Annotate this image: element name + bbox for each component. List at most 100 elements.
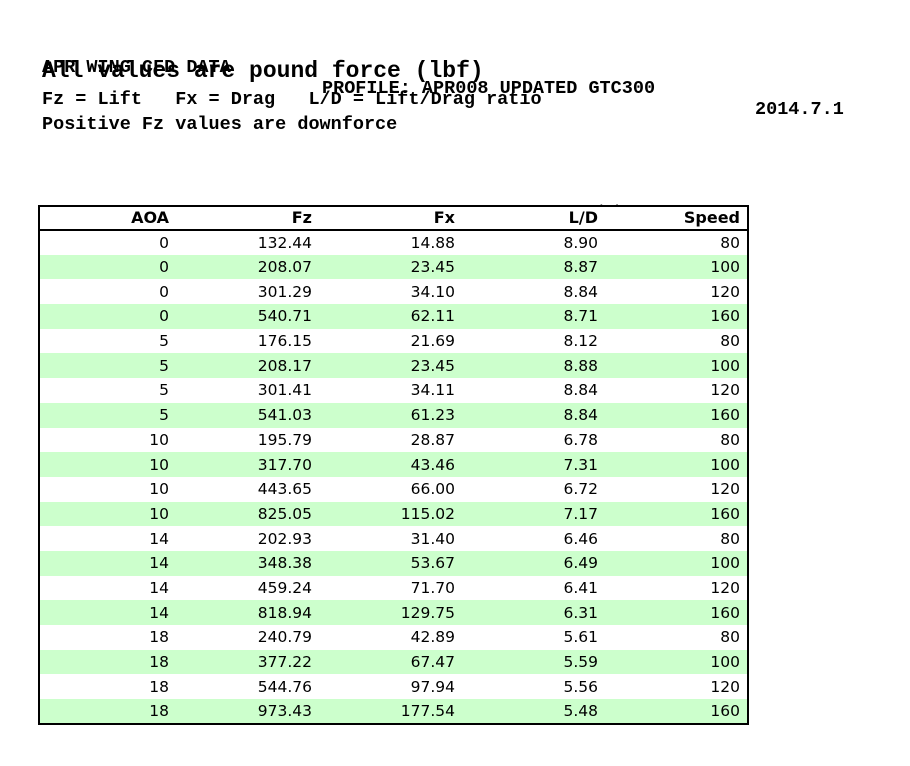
table-cell: 973.43 (257, 701, 312, 720)
table-cell: 80 (720, 529, 740, 548)
table-cell: 5 (159, 381, 169, 400)
table-row: 10 317.70 43.46 7.31 100 (39, 452, 748, 477)
table-cell: 67.47 (410, 653, 455, 672)
table-cell: 544.76 (257, 677, 312, 696)
table-row: 10 195.79 28.87 6.78 80 (39, 427, 748, 453)
table-row: 18 240.79 42.89 5.61 80 (39, 625, 748, 650)
table-row: 0 132.44 14.88 8.90 80 (39, 230, 748, 255)
table-cell: 120 (710, 480, 740, 499)
table-cell: 34.10 (410, 282, 455, 301)
doc-title-line: APR WING CFD DATA PROFILE: APR008 UPDATE… (42, 36, 868, 141)
table-cell: 14.88 (410, 233, 455, 252)
table-cell: 97.94 (410, 677, 455, 696)
table-row: 10 825.05 115.02 7.17 160 (39, 501, 748, 527)
table-cell: 825.05 (257, 504, 312, 523)
table-cell: 5.48 (563, 701, 598, 720)
table-cell: 0 (159, 307, 169, 326)
table-cell: 6.31 (563, 603, 598, 622)
table-cell: 100 (710, 356, 740, 375)
table-cell: 443.65 (257, 480, 312, 499)
doc-version-date: 2014.7.1 (755, 99, 844, 120)
table-cell: 10 (149, 430, 169, 449)
table-cell: 818.94 (257, 603, 312, 622)
table-cell: 18 (149, 653, 169, 672)
table-body: 0 132.44 14.88 8.90 80 0 208.07 23.45 8.87 100 0 30… (39, 230, 748, 724)
table-cell: 10 (149, 455, 169, 474)
table-cell: 5.56 (563, 677, 598, 696)
table-cell: 18 (149, 677, 169, 696)
table-cell: 21.69 (410, 332, 455, 351)
table-cell: 23.45 (410, 258, 455, 277)
table-cell: 14 (149, 578, 169, 597)
table-row: 10 443.65 66.00 6.72 120 (39, 476, 748, 502)
table-cell: 459.24 (257, 578, 312, 597)
table-cell: 14 (149, 554, 169, 573)
table-cell: 301.29 (257, 282, 312, 301)
table-cell: 202.93 (257, 529, 312, 548)
table-row: 14 202.93 31.40 6.46 80 (39, 526, 748, 551)
table-row: 5 176.15 21.69 8.12 80 (39, 328, 748, 354)
table-cell: 8.87 (563, 258, 598, 277)
table-row: 5 301.41 34.11 8.84 120 (39, 378, 748, 403)
table-row: 18 973.43 177.54 5.48 160 (39, 699, 748, 724)
table-cell: 100 (710, 653, 740, 672)
table-cell: 6.72 (563, 480, 598, 499)
table-row: 18 377.22 67.47 5.59 100 (39, 649, 748, 675)
table-cell: 71.70 (410, 578, 455, 597)
table-cell: 8.12 (563, 332, 598, 351)
table-cell: 208.07 (257, 258, 312, 277)
table-cell: 348.38 (257, 554, 312, 573)
table-row: 0 540.71 62.11 8.71 160 (39, 304, 748, 329)
cfd-data-table: AOA Fz Fx L/D Speed 0 132.44 14.88 8.90 80 0 2… (38, 205, 749, 725)
table-cell: 5 (159, 356, 169, 375)
table-cell: 0 (159, 233, 169, 252)
table-cell: 10 (149, 480, 169, 499)
table-row: 0 208.07 23.45 8.87 100 (39, 254, 748, 280)
table-cell: 195.79 (257, 430, 312, 449)
table-cell: 5 (159, 332, 169, 351)
table-cell: 5.61 (563, 628, 598, 647)
table-cell: 10 (149, 504, 169, 523)
column-header-speed: Speed (605, 206, 748, 231)
table-cell: 160 (710, 307, 740, 326)
doc-profile-name: PROFILE: APR008 UPDATED GTC300 (322, 78, 656, 99)
table-cell: 42.89 (410, 628, 455, 647)
table-cell: 8.84 (563, 282, 598, 301)
doc-legend: Fz = Lift Fx = Drag L/D = Lift/Drag rati… (42, 89, 542, 110)
table-header-row: AOA Fz Fx L/D Speed (39, 206, 748, 231)
table-cell: 120 (710, 677, 740, 696)
table-cell: 132.44 (257, 233, 312, 252)
table-cell: 7.17 (563, 504, 598, 523)
table-cell: 120 (710, 578, 740, 597)
column-header-fz: Fz (176, 206, 319, 231)
table-row: 14 459.24 71.70 6.41 120 (39, 575, 748, 601)
table-cell: 14 (149, 529, 169, 548)
table-row: 14 348.38 53.67 6.49 100 (39, 550, 748, 576)
table-cell: 100 (710, 554, 740, 573)
table-cell: 160 (710, 504, 740, 523)
column-header-ld: L/D (462, 206, 605, 231)
table-cell: 177.54 (400, 701, 455, 720)
table-cell: 43.46 (410, 455, 455, 474)
table-cell: 80 (720, 332, 740, 351)
doc-title: APR WING CFD DATA (42, 57, 231, 78)
table-cell: 240.79 (257, 628, 312, 647)
table-cell: 8.84 (563, 406, 598, 425)
table-cell: 317.70 (257, 455, 312, 474)
table-cell: 66.00 (410, 480, 455, 499)
table-cell: 301.41 (257, 381, 312, 400)
table-cell: 100 (710, 258, 740, 277)
table-cell: 80 (720, 430, 740, 449)
table-cell: 18 (149, 628, 169, 647)
table-cell: 208.17 (257, 356, 312, 375)
table-cell: 160 (710, 603, 740, 622)
table-cell: 5 (159, 406, 169, 425)
table-row: 14 818.94 129.75 6.31 160 (39, 600, 748, 625)
table-cell: 540.71 (257, 307, 312, 326)
table-cell: 7.31 (563, 455, 598, 474)
table-cell: 0 (159, 258, 169, 277)
table-cell: 8.90 (563, 233, 598, 252)
table-cell: 53.67 (410, 554, 455, 573)
table-row: 18 544.76 97.94 5.56 120 (39, 674, 748, 700)
